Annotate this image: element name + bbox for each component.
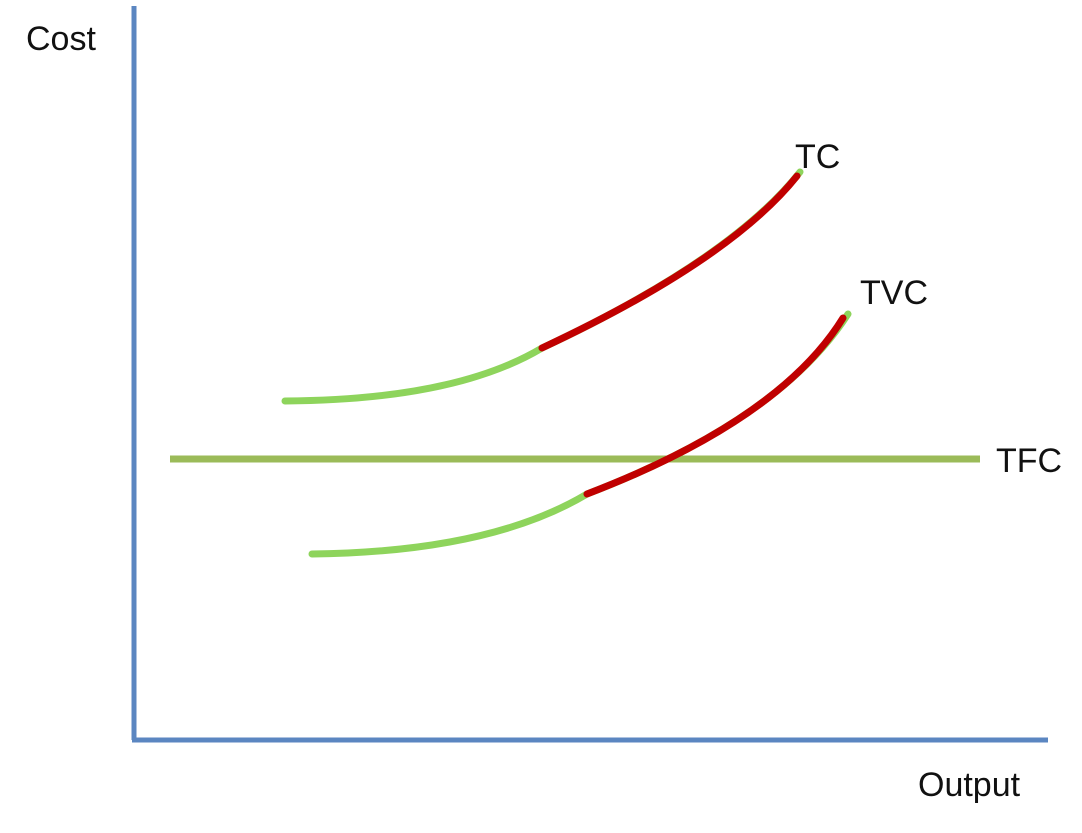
tvc-curve-red — [583, 314, 847, 498]
tvc-curve-green — [308, 310, 852, 558]
tc-label: TC — [795, 138, 841, 176]
x-axis-label: Output — [918, 766, 1021, 804]
tc-curve-green — [281, 168, 804, 405]
tvc-label: TVC — [860, 274, 928, 312]
tc-curve-red — [538, 172, 801, 352]
y-axis-label: Cost — [26, 20, 96, 58]
tfc-label: TFC — [996, 442, 1063, 480]
